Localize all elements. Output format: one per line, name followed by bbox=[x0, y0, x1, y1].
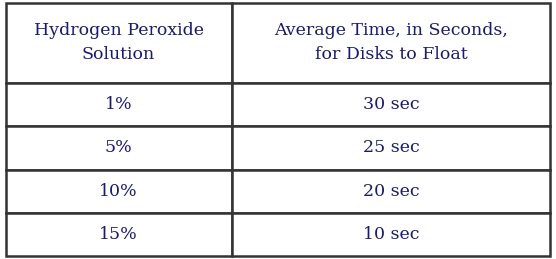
Text: 25 sec: 25 sec bbox=[363, 139, 419, 156]
Bar bbox=[6, 126, 232, 170]
Bar bbox=[6, 83, 232, 126]
Bar bbox=[6, 3, 232, 83]
Bar bbox=[6, 83, 232, 126]
Bar bbox=[6, 3, 232, 83]
Bar bbox=[232, 3, 550, 83]
Text: 1%: 1% bbox=[105, 96, 132, 113]
Bar bbox=[232, 83, 550, 126]
Bar bbox=[232, 83, 550, 126]
Bar bbox=[232, 213, 550, 256]
Text: 30 sec: 30 sec bbox=[363, 96, 419, 113]
Text: Average Time, in Seconds,
for Disks to Float: Average Time, in Seconds, for Disks to F… bbox=[274, 23, 508, 63]
Text: 10%: 10% bbox=[100, 183, 138, 200]
Bar bbox=[232, 213, 550, 256]
Bar bbox=[232, 126, 550, 170]
Text: 15%: 15% bbox=[100, 226, 138, 243]
Bar bbox=[232, 170, 550, 213]
Text: 5%: 5% bbox=[105, 139, 132, 156]
Bar bbox=[232, 126, 550, 170]
Bar bbox=[6, 126, 232, 170]
Bar bbox=[232, 3, 550, 83]
Text: 10 sec: 10 sec bbox=[363, 226, 419, 243]
Bar bbox=[6, 213, 232, 256]
Bar bbox=[6, 213, 232, 256]
Bar bbox=[6, 170, 232, 213]
Bar bbox=[6, 170, 232, 213]
Text: Hydrogen Peroxide
Solution: Hydrogen Peroxide Solution bbox=[33, 23, 203, 63]
Text: 20 sec: 20 sec bbox=[363, 183, 419, 200]
Bar bbox=[232, 170, 550, 213]
